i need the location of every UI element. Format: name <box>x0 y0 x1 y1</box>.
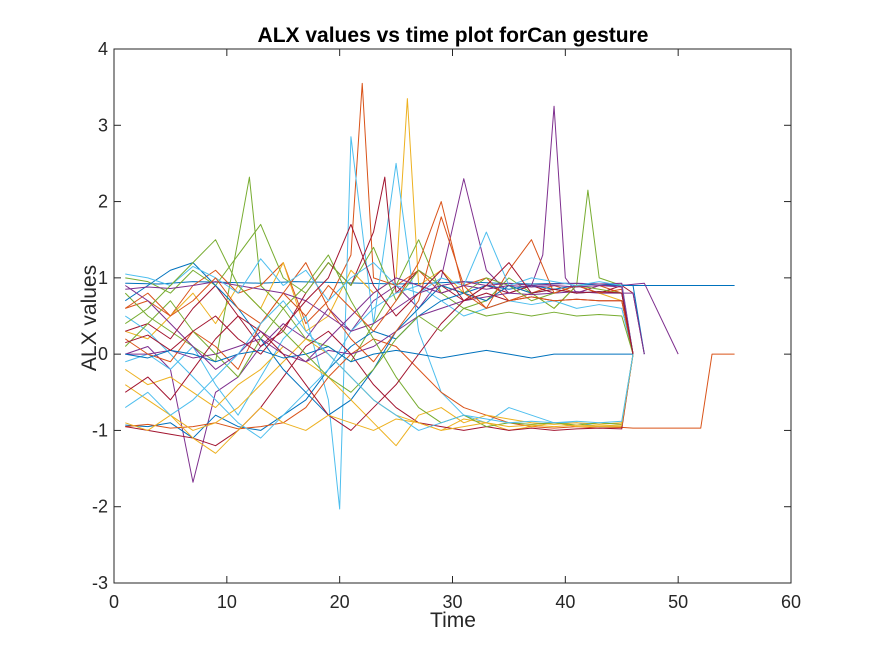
x-tick-label: 60 <box>781 592 801 612</box>
series-line-trial-28 <box>125 223 634 355</box>
y-tick-label: 2 <box>98 192 108 212</box>
series-line-trial-26 <box>124 239 634 393</box>
x-tick-label: 20 <box>330 592 350 612</box>
series-line-trial-5 <box>124 176 634 363</box>
x-axis-title: Time <box>430 609 476 632</box>
y-tick-label: 1 <box>98 268 108 288</box>
series-line-trial-25 <box>125 277 634 370</box>
x-tick-label: 10 <box>217 592 237 612</box>
x-tick-label: 30 <box>442 592 462 612</box>
y-tick-label: -2 <box>92 497 108 517</box>
x-tick-label: 0 <box>109 592 119 612</box>
series-line-trial-19 <box>124 254 634 428</box>
series-line-trial-20 <box>125 231 634 355</box>
series-line-trial-22 <box>125 346 634 363</box>
y-tick-label: 4 <box>98 39 108 59</box>
series-line-trial-27 <box>125 300 634 431</box>
y-axis: -3 -2 -1 0 1 2 3 4 <box>92 39 791 593</box>
x-tick-label: 50 <box>668 592 688 612</box>
plot-area-background <box>114 49 791 583</box>
series-line-trial-23 <box>124 201 634 355</box>
y-tick-label: 0 <box>98 344 108 364</box>
y-tick-label: 3 <box>98 115 108 135</box>
y-tick-label: -1 <box>92 420 108 440</box>
series-line-trial-9 <box>125 338 735 430</box>
series-line-trial-24 <box>125 354 634 454</box>
chart-title: ALX values vs time plot forCan gesture <box>258 24 649 47</box>
y-tick-label: -3 <box>92 573 108 593</box>
x-axis: 0 10 20 30 40 50 60 <box>109 49 801 612</box>
x-tick-label: 40 <box>555 592 575 612</box>
series-layer <box>124 82 735 510</box>
y-axis-title: ALX values <box>78 265 101 371</box>
series-line-trial-17 <box>124 346 634 447</box>
